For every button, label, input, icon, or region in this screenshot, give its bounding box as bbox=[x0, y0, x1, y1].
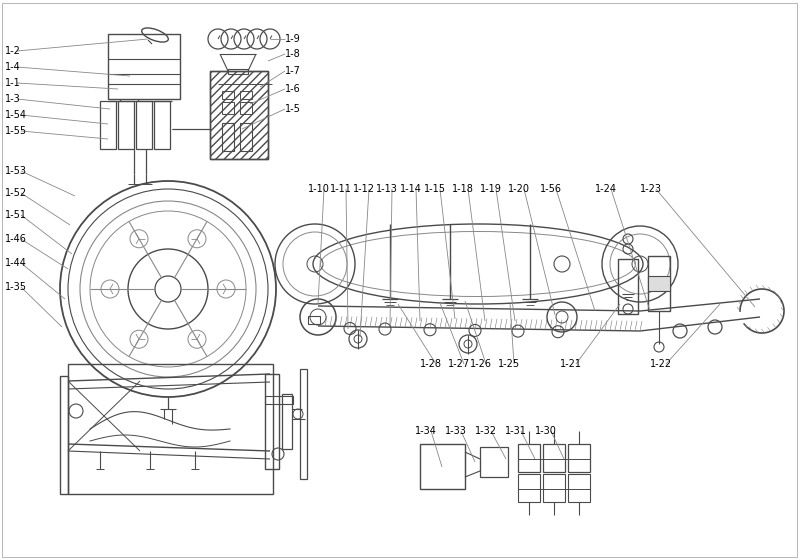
Text: 1-34: 1-34 bbox=[415, 426, 437, 436]
Bar bbox=[420, 444, 465, 489]
Bar bbox=[308, 316, 320, 324]
Bar bbox=[265, 374, 279, 469]
Bar bbox=[480, 447, 508, 477]
Text: 1-4: 1-4 bbox=[5, 62, 21, 72]
Text: 1-28: 1-28 bbox=[420, 359, 442, 369]
Bar bbox=[543, 474, 565, 502]
Text: 1-14: 1-14 bbox=[400, 184, 422, 194]
Text: 1-52: 1-52 bbox=[5, 188, 27, 198]
Bar bbox=[210, 71, 268, 159]
Text: 1-25: 1-25 bbox=[498, 359, 520, 369]
Text: 1-5: 1-5 bbox=[285, 104, 301, 114]
Text: 1-24: 1-24 bbox=[595, 184, 617, 194]
Bar bbox=[518, 444, 540, 472]
Bar bbox=[265, 396, 293, 404]
Bar bbox=[60, 376, 68, 494]
Bar bbox=[222, 102, 234, 114]
Text: 1-27: 1-27 bbox=[448, 359, 470, 369]
Text: 1-44: 1-44 bbox=[5, 258, 27, 268]
Text: 1-33: 1-33 bbox=[445, 426, 467, 436]
Bar bbox=[518, 474, 540, 502]
Text: 1-6: 1-6 bbox=[285, 84, 301, 94]
Text: 1-13: 1-13 bbox=[376, 184, 398, 194]
Text: 1-54: 1-54 bbox=[5, 110, 27, 120]
Bar bbox=[240, 102, 252, 114]
Text: 1-21: 1-21 bbox=[560, 359, 582, 369]
Text: 1-15: 1-15 bbox=[424, 184, 446, 194]
Bar bbox=[240, 123, 252, 151]
Text: 1-2: 1-2 bbox=[5, 46, 21, 56]
Text: 1-9: 1-9 bbox=[285, 34, 301, 44]
Bar bbox=[282, 394, 292, 449]
Bar bbox=[222, 123, 234, 151]
Bar bbox=[154, 101, 170, 149]
Text: 1-46: 1-46 bbox=[5, 234, 27, 244]
Text: 1-22: 1-22 bbox=[650, 359, 672, 369]
Bar bbox=[618, 259, 638, 314]
Text: 1-23: 1-23 bbox=[640, 184, 662, 194]
Bar bbox=[648, 276, 670, 291]
Text: 1-26: 1-26 bbox=[470, 359, 492, 369]
Text: 1-18: 1-18 bbox=[452, 184, 474, 194]
Bar bbox=[68, 364, 273, 494]
Text: 1-10: 1-10 bbox=[308, 184, 330, 194]
Bar bbox=[222, 91, 234, 99]
Text: 1-30: 1-30 bbox=[535, 426, 557, 436]
Text: 1-53: 1-53 bbox=[5, 166, 27, 176]
Text: 1-8: 1-8 bbox=[285, 49, 301, 59]
Bar bbox=[100, 101, 116, 149]
Text: 1-32: 1-32 bbox=[475, 426, 497, 436]
Bar bbox=[300, 369, 307, 479]
Text: 1-7: 1-7 bbox=[285, 66, 301, 76]
Text: 1-3: 1-3 bbox=[5, 94, 21, 104]
Bar bbox=[210, 71, 268, 159]
Bar bbox=[568, 444, 590, 472]
Bar bbox=[108, 34, 180, 99]
Bar bbox=[648, 256, 670, 311]
Text: 1-11: 1-11 bbox=[330, 184, 352, 194]
Text: 1-55: 1-55 bbox=[5, 126, 27, 136]
Bar bbox=[240, 91, 252, 99]
Text: 1-19: 1-19 bbox=[480, 184, 502, 194]
Text: 1-51: 1-51 bbox=[5, 210, 27, 220]
Bar bbox=[136, 101, 152, 149]
Text: 1-1: 1-1 bbox=[5, 78, 21, 88]
Text: 1-56: 1-56 bbox=[540, 184, 562, 194]
Text: 1-12: 1-12 bbox=[353, 184, 375, 194]
Bar bbox=[118, 101, 134, 149]
Text: 1-31: 1-31 bbox=[505, 426, 527, 436]
Bar bbox=[568, 474, 590, 502]
Text: 1-20: 1-20 bbox=[508, 184, 530, 194]
Bar bbox=[543, 444, 565, 472]
Bar bbox=[228, 69, 248, 74]
Text: 1-35: 1-35 bbox=[5, 282, 27, 292]
